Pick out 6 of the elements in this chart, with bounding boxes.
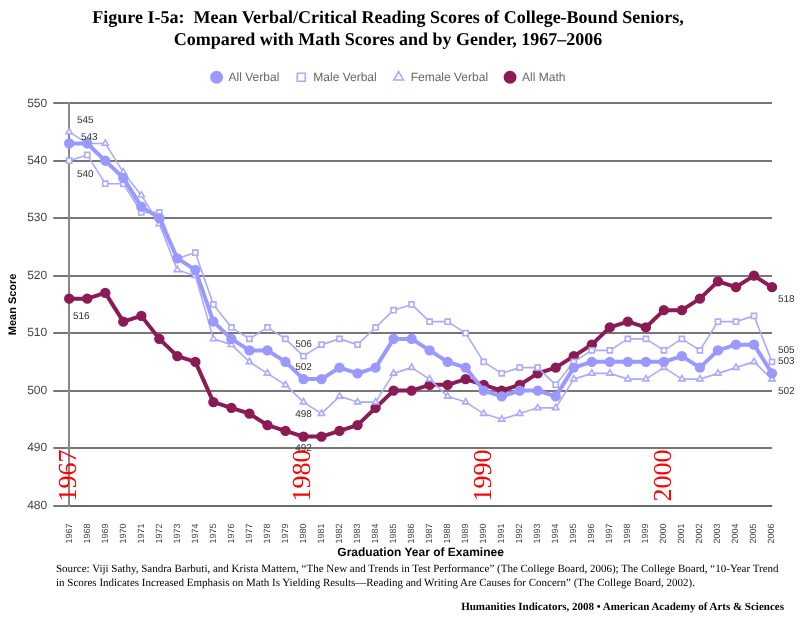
annotation: 1980 (286, 449, 317, 502)
annotation: 1990 (466, 449, 497, 502)
text: Compared with Math Scores and by Gender, 1967–2006 (173, 29, 603, 50)
text: Figure I-5a: Mean Verbal/Critical Reading Scores of College-Bound Seniors, (92, 7, 684, 28)
annotation: 1967 (52, 448, 83, 502)
annotation: 2000 (646, 449, 677, 502)
